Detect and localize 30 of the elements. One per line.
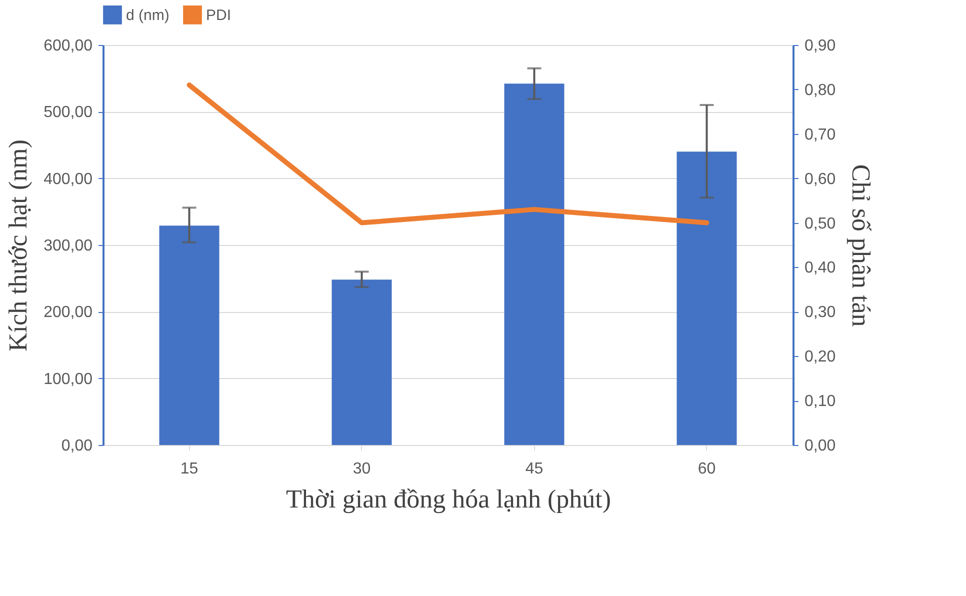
y2-tick-label: 0,10 [804, 393, 836, 410]
x-tick-label: 30 [352, 460, 371, 478]
x-tick-label: 15 [180, 460, 198, 478]
legend-label: d (nm) [126, 6, 170, 24]
y-tick-label: 0,00 [61, 438, 93, 454]
legend-label: PDI [206, 6, 232, 24]
x-tick-label: 45 [525, 460, 544, 478]
y-tick-label: 500,00 [44, 104, 93, 122]
y-tick-label: 100,00 [44, 370, 93, 388]
bar [159, 226, 220, 445]
y2-tick-label: 0,70 [804, 126, 836, 144]
bar [504, 84, 564, 445]
y2-tick-label: 0,00 [804, 438, 836, 454]
x-tick-label: 60 [698, 460, 716, 478]
y-axis-title: Kích thước hạt (nm) [4, 140, 33, 352]
y-tick-label: 200,00 [44, 304, 93, 322]
y-tick-label: 600,00 [44, 38, 93, 54]
bar [332, 280, 392, 445]
y2-tick-label: 0,30 [804, 304, 836, 322]
bar [676, 152, 737, 445]
y2-tick-label: 0,90 [804, 38, 836, 54]
y-tick-label: 400,00 [44, 170, 93, 188]
y2-tick-label: 0,20 [804, 348, 836, 366]
y2-tick-label: 0,60 [804, 170, 836, 188]
y2-tick-label: 0,50 [804, 215, 836, 232]
x-axis-title: Thời gian đồng hóa lạnh (phút) [286, 484, 611, 514]
y-tick-label: 300,00 [44, 238, 93, 254]
y2-axis-title: Chỉ số phân tán [846, 164, 876, 327]
y2-tick-label: 0,40 [804, 260, 836, 277]
y2-tick-label: 0,80 [804, 82, 836, 99]
